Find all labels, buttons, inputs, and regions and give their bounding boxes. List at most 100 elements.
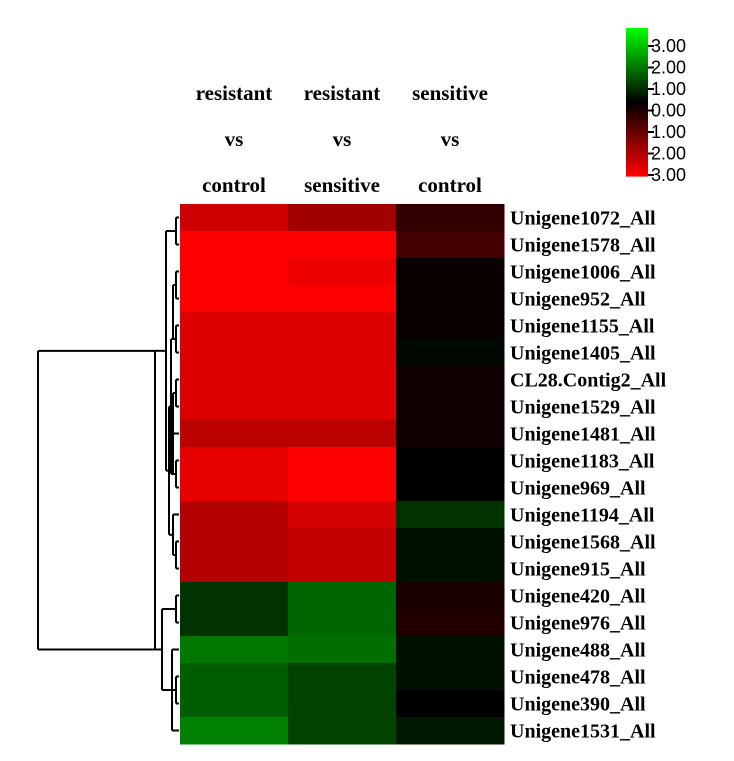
heatmap-cell (180, 420, 289, 448)
heatmap-cell (288, 663, 397, 691)
legend-tick-label: 1.00 (651, 79, 686, 99)
heatmap-cell (396, 717, 505, 745)
legend-color-step (626, 50, 648, 54)
legend-color-step (626, 87, 648, 91)
legend-color-step (626, 62, 648, 66)
legend-color-step (626, 79, 648, 83)
row-label: Unigene1183_All (510, 451, 655, 473)
legend-color-step (626, 104, 648, 108)
row-label: Unigene952_All (510, 289, 646, 311)
row-label: Unigene1531_All (510, 721, 656, 743)
legend-color-step (626, 124, 648, 128)
heatmap-cell (396, 447, 505, 475)
heatmap-cell (396, 366, 505, 394)
row-label: Unigene976_All (510, 613, 646, 635)
row-label: Unigene1405_All (510, 343, 656, 365)
heatmap-cell (180, 636, 289, 664)
heatmap-cell (396, 204, 505, 232)
heatmap-cell (288, 447, 397, 475)
legend-color-step (626, 143, 648, 147)
legend-color-step (626, 97, 648, 101)
column-labels: resistant vs control resistant vs sensitive se… (196, 81, 488, 197)
row-label: Unigene390_All (510, 694, 646, 716)
heatmap-cell (396, 609, 505, 637)
legend-tick-label: 2.00 (651, 58, 686, 78)
heatmap-cell (288, 366, 397, 394)
heatmap-cell (180, 393, 289, 421)
legend-color-step (626, 171, 648, 175)
legend-color-step (626, 166, 648, 170)
heatmap-cell (180, 312, 289, 340)
legend-color-step (626, 55, 648, 59)
row-label: Unigene1155_All (510, 316, 655, 338)
legend-color-step (626, 72, 648, 76)
legend-color-step (626, 28, 648, 32)
legend-color-step (626, 74, 648, 78)
heatmap-cell (288, 339, 397, 367)
heatmap-cell (396, 231, 505, 259)
heatmap-cell (180, 447, 289, 475)
row-label: Unigene915_All (510, 559, 646, 581)
heatmap-cell (180, 717, 289, 745)
row-label: Unigene969_All (510, 478, 646, 500)
legend-color-step (626, 60, 648, 64)
legend-color-step (626, 121, 648, 125)
heatmap-cell (396, 258, 505, 286)
legend-color-step (626, 102, 648, 106)
heatmap-cell (180, 204, 289, 232)
legend-color-step (626, 111, 648, 115)
heatmap-cell (396, 555, 505, 583)
legend-color-step (626, 82, 648, 86)
legend-color-step (626, 57, 648, 61)
heatmap-cell (180, 528, 289, 556)
legend-tick-label: 3.00 (651, 165, 686, 185)
color-legend: 3.002.001.000.001.002.003.00 (626, 28, 686, 185)
heatmap-cell (396, 285, 505, 313)
legend-color-step (626, 139, 648, 143)
legend-color-step (626, 99, 648, 103)
legend-color-step (626, 161, 648, 165)
legend-color-step (626, 92, 648, 96)
heatmap-cell (180, 231, 289, 259)
heatmap-cell (288, 204, 397, 232)
row-label: Unigene488_All (510, 640, 646, 662)
legend-color-step (626, 67, 648, 71)
legend-color-step (626, 119, 648, 123)
heatmap-cell (288, 258, 397, 286)
heatmap-cell (180, 555, 289, 583)
legend-color-step (626, 40, 648, 44)
heatmap-cell (288, 636, 397, 664)
heatmap-cell (180, 582, 289, 610)
legend-color-step (626, 114, 648, 118)
row-label: Unigene1072_All (510, 208, 656, 230)
heatmap-cell (396, 582, 505, 610)
column-label: resistant (196, 81, 273, 105)
row-labels: Unigene1072_All Unigene1578_All Unigene100… (510, 208, 667, 743)
legend-color-step (626, 89, 648, 93)
heatmap-cell (396, 312, 505, 340)
legend-color-step (626, 65, 648, 69)
row-label: Unigene1006_All (510, 262, 656, 284)
heatmap-cell (396, 663, 505, 691)
heatmap-cell (288, 393, 397, 421)
heatmap-cell (288, 285, 397, 313)
heatmap-cell (180, 501, 289, 529)
heatmap-cell (288, 312, 397, 340)
legend-color-step (626, 168, 648, 172)
legend-color-step (626, 109, 648, 113)
legend-color-step (626, 32, 648, 36)
heatmap-cell (396, 528, 505, 556)
heatmap-cell (288, 609, 397, 637)
heatmap-cell (180, 609, 289, 637)
heatmap-cell (180, 663, 289, 691)
heatmap-cell (288, 690, 397, 718)
legend-color-step (626, 146, 648, 150)
heatmap-cell (396, 474, 505, 502)
legend-color-step (626, 163, 648, 167)
legend-color-step (626, 106, 648, 110)
row-label: Unigene1481_All (510, 424, 656, 446)
legend-color-step (626, 77, 648, 81)
legend-color-step (626, 134, 648, 138)
row-label: Unigene1194_All (510, 505, 655, 527)
heatmap-cell (396, 420, 505, 448)
